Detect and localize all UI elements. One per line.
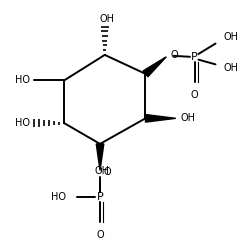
Text: HO: HO — [15, 75, 30, 85]
Text: O: O — [170, 50, 178, 60]
Text: OH: OH — [223, 32, 238, 42]
Text: OH: OH — [94, 166, 109, 176]
Polygon shape — [145, 114, 176, 122]
Text: OH: OH — [223, 63, 238, 73]
Text: OH: OH — [99, 14, 114, 24]
Text: OH: OH — [181, 113, 196, 123]
Text: P: P — [97, 192, 103, 202]
Text: O: O — [191, 90, 199, 100]
Polygon shape — [96, 144, 104, 170]
Text: HO: HO — [15, 118, 30, 128]
Text: P: P — [191, 52, 198, 62]
Text: HO: HO — [51, 192, 66, 202]
Text: O: O — [104, 167, 112, 177]
Polygon shape — [143, 57, 166, 77]
Text: O: O — [96, 230, 104, 238]
